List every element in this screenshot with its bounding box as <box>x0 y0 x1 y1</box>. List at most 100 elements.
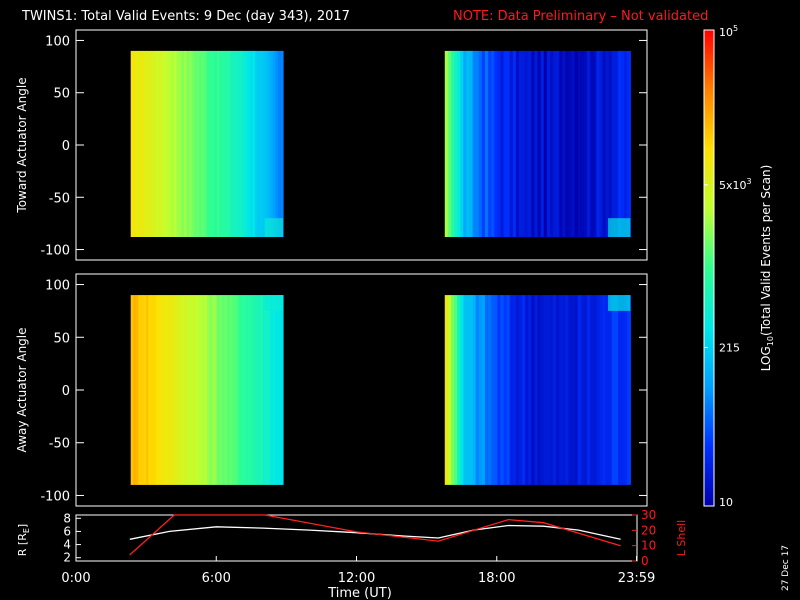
heatmap-column <box>617 50 622 238</box>
heatmap-column <box>249 50 254 238</box>
heatmap-column <box>199 295 203 485</box>
heatmap-column <box>454 295 458 485</box>
heatmap-column <box>265 50 269 238</box>
heatmap-column <box>270 50 274 238</box>
orbit-panel-frame <box>75 514 638 562</box>
heatmap-column <box>211 50 216 238</box>
heatmap-column <box>509 295 514 485</box>
l-shell-tick-label: 0 <box>641 554 649 568</box>
heatmap-column <box>574 295 579 485</box>
heatmap-column <box>222 50 226 238</box>
heatmap-column <box>519 295 523 485</box>
heatmap-column <box>624 50 628 238</box>
heatmap-column <box>191 295 195 485</box>
heatmap-column <box>593 50 597 238</box>
colorbar-gradient <box>704 30 714 506</box>
heatmap-column <box>540 50 545 238</box>
away-heatmap-panel: 100 50 0 -50 -100 Away Actuator Angle <box>15 273 648 507</box>
heatmap-column <box>262 50 266 238</box>
colorbar-frame <box>703 29 715 507</box>
heatmap-column <box>186 295 190 485</box>
heatmap-column <box>627 295 631 485</box>
r-tick-label: 8 <box>63 511 71 525</box>
heatmap-column <box>148 50 152 238</box>
away-heatmap-cells <box>130 295 631 485</box>
heatmap-column <box>614 50 619 238</box>
heatmap-column <box>549 295 554 485</box>
heatmap-column <box>454 50 458 238</box>
heatmap-column <box>522 295 526 485</box>
l-shell-series-line <box>129 514 621 556</box>
heatmap-column <box>199 50 203 238</box>
heatmap-column <box>497 50 502 238</box>
heatmap-column <box>214 50 218 238</box>
heatmap-column <box>161 50 165 238</box>
heatmap-column <box>512 50 517 238</box>
heatmap-column <box>444 295 449 485</box>
heatmap-column <box>153 50 157 238</box>
heatmap-column <box>571 295 576 485</box>
time-tick-label: 23:59 <box>618 571 655 586</box>
heatmap-column <box>481 50 486 238</box>
heatmap-column <box>209 295 213 485</box>
heatmap-column <box>227 295 231 485</box>
heatmap-column <box>275 50 279 238</box>
heatmap-column <box>171 50 175 238</box>
heatmap-column <box>450 295 455 485</box>
colorbar-label: LOG10(Total Valid Events per Scan) <box>759 165 775 372</box>
r-tick-label: 6 <box>63 524 71 538</box>
heatmap-column <box>605 50 610 238</box>
away-y-axis-label: Away Actuator Angle <box>15 327 29 452</box>
y-tick-label: -100 <box>40 244 70 259</box>
heatmap-column <box>255 50 259 238</box>
heatmap-column <box>528 295 532 485</box>
heatmap-column <box>571 50 576 238</box>
heatmap-column <box>515 295 520 485</box>
y-tick-label: 50 <box>53 331 70 346</box>
heatmap-column <box>624 295 628 485</box>
heatmap-column <box>478 295 483 485</box>
heatmap-column <box>217 295 221 485</box>
time-tick-label: 0:00 <box>61 571 90 586</box>
heatmap-column <box>161 295 165 485</box>
heatmap-column <box>219 50 223 238</box>
heatmap-column <box>178 295 183 485</box>
heatmap-column <box>270 295 274 485</box>
heatmap-column <box>252 295 256 485</box>
r-tick-label: 4 <box>63 538 71 552</box>
heatmap-column <box>590 295 594 485</box>
heatmap-column <box>189 50 193 238</box>
heatmap-column <box>583 50 588 238</box>
heatmap-column <box>191 50 195 238</box>
heatmap-column <box>272 295 276 485</box>
heatmap-column <box>257 50 261 238</box>
heatmap-column <box>138 50 142 238</box>
heatmap-column <box>488 295 492 485</box>
heatmap-column <box>257 295 261 485</box>
heatmap-column <box>596 295 601 485</box>
r-series-line <box>129 524 621 540</box>
heatmap-column <box>151 295 155 485</box>
heatmap-column <box>602 50 607 238</box>
heatmap-column <box>239 50 243 238</box>
heatmap-column <box>568 295 573 485</box>
heatmap-column <box>444 50 449 238</box>
heatmap-column <box>553 50 557 238</box>
heatmap-column <box>255 295 259 485</box>
heatmap-column <box>229 295 233 485</box>
heatmap-column <box>463 295 468 485</box>
heatmap-column <box>145 50 150 238</box>
heatmap-column <box>130 50 134 238</box>
heatmap-column <box>469 295 474 485</box>
heatmap-column <box>506 50 511 238</box>
heatmap-column <box>580 50 585 238</box>
heatmap-column <box>522 50 526 238</box>
y-tick-label: 0 <box>62 384 70 399</box>
heatmap-column <box>168 295 172 485</box>
y-tick-label: 100 <box>45 34 70 49</box>
heatmap-column <box>181 50 185 238</box>
heatmap-column <box>247 295 251 485</box>
heatmap-column <box>184 50 188 238</box>
r-axis-label: R [RE] <box>16 524 31 556</box>
